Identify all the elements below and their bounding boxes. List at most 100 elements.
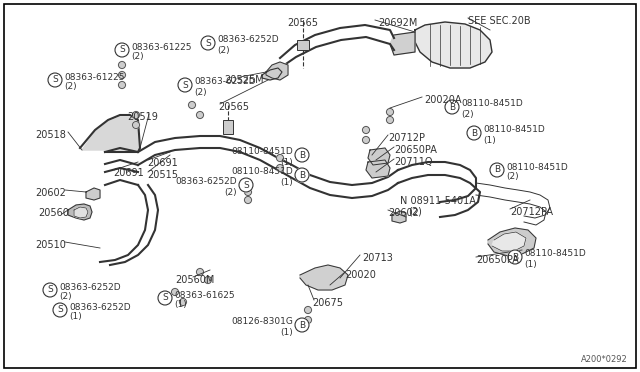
- Polygon shape: [368, 148, 390, 165]
- Text: 20602: 20602: [388, 208, 419, 218]
- Circle shape: [305, 307, 312, 314]
- Text: (2): (2): [225, 187, 237, 196]
- Circle shape: [295, 148, 309, 162]
- Text: (1): (1): [280, 157, 293, 167]
- Text: 08110-8451D: 08110-8451D: [231, 148, 293, 157]
- Circle shape: [196, 269, 204, 276]
- Text: 20020A: 20020A: [424, 95, 461, 105]
- Circle shape: [295, 318, 309, 332]
- Text: 20650PA: 20650PA: [394, 145, 437, 155]
- Circle shape: [115, 43, 129, 57]
- Text: S: S: [243, 180, 249, 189]
- Circle shape: [362, 126, 369, 134]
- Text: (2): (2): [217, 45, 230, 55]
- Circle shape: [53, 303, 67, 317]
- Text: 20020: 20020: [345, 270, 376, 280]
- Text: 20560: 20560: [38, 208, 69, 218]
- Text: 08110-8451D: 08110-8451D: [506, 163, 568, 171]
- Text: 08363-61225: 08363-61225: [131, 42, 191, 51]
- Polygon shape: [82, 117, 140, 150]
- Text: 08363-61225: 08363-61225: [64, 73, 125, 81]
- Text: B: B: [449, 103, 455, 112]
- Circle shape: [118, 81, 125, 89]
- Circle shape: [244, 196, 252, 203]
- Text: (1): (1): [280, 177, 293, 186]
- FancyBboxPatch shape: [4, 4, 636, 368]
- Text: 20519: 20519: [127, 112, 158, 122]
- Text: N 08911-5401A: N 08911-5401A: [400, 196, 476, 206]
- Text: 08363-6252D: 08363-6252D: [69, 302, 131, 311]
- Text: 20675: 20675: [312, 298, 343, 308]
- FancyBboxPatch shape: [297, 40, 309, 50]
- Text: S: S: [47, 285, 53, 295]
- Text: 20711Q: 20711Q: [394, 157, 433, 167]
- Circle shape: [178, 78, 192, 92]
- Polygon shape: [390, 32, 415, 55]
- Text: 20692M: 20692M: [378, 18, 417, 28]
- Text: (2): (2): [59, 292, 72, 301]
- Text: 08363-6252D: 08363-6252D: [194, 77, 255, 87]
- Text: S: S: [52, 76, 58, 84]
- Circle shape: [445, 100, 459, 114]
- Text: B: B: [299, 151, 305, 160]
- Text: S: S: [182, 80, 188, 90]
- Text: (2): (2): [64, 83, 77, 92]
- Text: B: B: [471, 128, 477, 138]
- Text: (1): (1): [524, 260, 537, 269]
- Text: (1): (1): [69, 312, 82, 321]
- Polygon shape: [68, 204, 92, 220]
- Text: A200*0292: A200*0292: [581, 355, 628, 364]
- Circle shape: [467, 126, 481, 140]
- Text: (2): (2): [194, 87, 207, 96]
- Text: 08110-8451D: 08110-8451D: [461, 99, 523, 109]
- Circle shape: [362, 137, 369, 144]
- Text: (2): (2): [131, 52, 143, 61]
- Text: 20691: 20691: [113, 168, 144, 178]
- Text: (2): (2): [506, 173, 518, 182]
- Text: 20712P: 20712P: [388, 133, 425, 143]
- Text: 20560M: 20560M: [175, 275, 214, 285]
- Text: 08363-6252D: 08363-6252D: [175, 177, 237, 186]
- Text: 20515: 20515: [147, 170, 178, 180]
- Circle shape: [48, 73, 62, 87]
- Polygon shape: [262, 68, 282, 80]
- Polygon shape: [392, 211, 406, 223]
- Text: 08363-61625: 08363-61625: [174, 291, 235, 299]
- Circle shape: [490, 163, 504, 177]
- Text: 20602: 20602: [35, 188, 66, 198]
- Polygon shape: [266, 62, 288, 80]
- Text: (1): (1): [174, 301, 187, 310]
- Circle shape: [43, 283, 57, 297]
- Polygon shape: [366, 160, 390, 178]
- Polygon shape: [492, 232, 526, 251]
- Circle shape: [295, 168, 309, 182]
- Circle shape: [172, 289, 179, 295]
- Text: 08363-6252D: 08363-6252D: [217, 35, 278, 45]
- Circle shape: [189, 102, 195, 109]
- Polygon shape: [74, 207, 88, 218]
- Text: S: S: [205, 38, 211, 48]
- Polygon shape: [488, 228, 536, 256]
- Circle shape: [201, 36, 215, 50]
- Text: 20691: 20691: [147, 158, 178, 168]
- Text: B: B: [512, 253, 518, 262]
- Circle shape: [118, 61, 125, 68]
- Polygon shape: [415, 22, 492, 68]
- Text: 08110-8451D: 08110-8451D: [524, 250, 586, 259]
- Circle shape: [158, 291, 172, 305]
- Text: (1): (1): [280, 327, 293, 337]
- Text: 20712PA: 20712PA: [510, 207, 553, 217]
- Text: (2): (2): [408, 207, 422, 217]
- Text: 20565: 20565: [218, 102, 249, 112]
- Text: 20565: 20565: [287, 18, 319, 28]
- Text: 08363-6252D: 08363-6252D: [59, 282, 120, 292]
- Text: (1): (1): [483, 135, 496, 144]
- Circle shape: [276, 154, 284, 161]
- Text: 20650PA: 20650PA: [476, 255, 519, 265]
- Circle shape: [244, 189, 252, 196]
- Text: 20510: 20510: [35, 240, 66, 250]
- Text: S: S: [57, 305, 63, 314]
- Text: 20518: 20518: [35, 130, 66, 140]
- Circle shape: [387, 116, 394, 124]
- Text: B: B: [299, 170, 305, 180]
